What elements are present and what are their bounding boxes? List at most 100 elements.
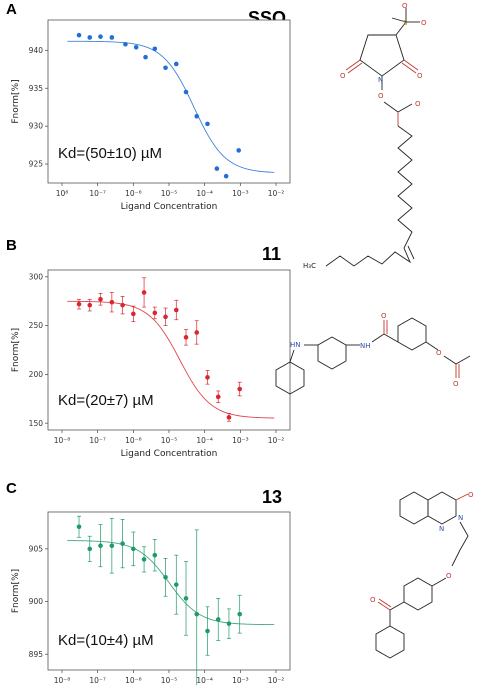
x-tick-label: 10⁻⁵ (161, 436, 178, 445)
y-axis-label: Fnorm[%] (11, 569, 21, 613)
kd-annotation: Kd=(10±4) µM (58, 632, 154, 649)
x-tick-label: 10⁻⁴ (196, 436, 213, 445)
kd-annotation: Kd=(20±7) µM (58, 392, 154, 409)
chart-panel-C: C 13 895 900 905 10⁻⁸ 10⁻⁷ 10⁻⁶ 10⁻⁵ 10⁻⁴ 10⁻³ 10⁻²… (6, 480, 291, 685)
data-point (98, 296, 103, 302)
x-tick-label: 10⁸ (56, 189, 69, 198)
data-point (152, 310, 158, 316)
data-point (98, 543, 103, 549)
data-point (141, 557, 147, 562)
data-point (120, 302, 125, 308)
atom-label: O (381, 312, 387, 320)
data-point (87, 546, 93, 552)
data-point (163, 314, 168, 320)
data-point (223, 173, 229, 179)
data-point (109, 35, 115, 40)
compound-13-structure: O N N O O (370, 491, 474, 659)
data-point (131, 311, 136, 317)
y-tick-label: 935 (29, 84, 44, 93)
x-tick-label: 10⁻⁶ (125, 676, 142, 685)
data-point (237, 386, 243, 392)
data-point (215, 617, 221, 622)
atom-label: O (378, 92, 384, 100)
panel-label: C (6, 480, 17, 497)
x-tick-label: 10⁻⁷ (89, 676, 106, 685)
data-point (163, 575, 168, 580)
data-point (109, 299, 115, 305)
x-tick-label: 10⁻⁸ (54, 676, 71, 685)
atom-label: N (439, 525, 444, 533)
plot-area (47, 511, 291, 671)
data-point (173, 582, 179, 587)
x-tick-label: 10⁻³ (232, 436, 249, 445)
x-tick-label: 10⁻⁶ (125, 189, 142, 198)
x-tick-label: 10⁻⁵ (161, 189, 178, 198)
data-point (205, 375, 210, 380)
x-tick-label: 10⁻² (268, 436, 285, 445)
x-tick-label: 10⁻⁶ (125, 436, 142, 445)
atom-label: O (370, 596, 376, 604)
y-tick-label: 250 (29, 321, 44, 330)
data-point (141, 290, 147, 295)
x-tick-label: 10⁻⁸ (54, 436, 71, 445)
data-point (123, 41, 128, 47)
compound-label: 11 (262, 244, 281, 264)
y-axis-label: Fnorm[%] (11, 79, 21, 123)
data-point (215, 394, 221, 400)
data-point (205, 121, 210, 127)
data-point (152, 552, 158, 558)
y-tick-label: 900 (29, 597, 44, 606)
data-point (237, 611, 243, 617)
fit-curve (67, 40, 275, 173)
data-point (214, 166, 220, 171)
data-point (236, 148, 242, 153)
data-point (131, 546, 136, 552)
y-tick-label: 930 (29, 122, 44, 131)
panel-label: B (6, 237, 17, 254)
data-point (120, 541, 125, 546)
y-axis-label: Fnorm[%] (11, 328, 21, 372)
y-tick-label: 150 (29, 419, 44, 428)
y-tick-label: 300 (29, 272, 44, 281)
x-axis-label: Ligand Concentration (121, 449, 218, 459)
data-point (76, 524, 82, 530)
data-point (76, 301, 82, 307)
x-tick-label: 10⁻³ (232, 676, 249, 685)
x-tick-label: 10⁻⁵ (161, 676, 178, 685)
atom-label: O (340, 72, 346, 80)
atom-label: N (458, 514, 463, 522)
data-point (194, 611, 200, 617)
panel-label: A (6, 1, 17, 18)
atom-label: O (402, 2, 408, 10)
x-tick-label: 10⁻³ (232, 189, 249, 198)
data-point (87, 302, 93, 308)
data-point (183, 335, 189, 340)
data-point (98, 34, 103, 39)
compound-11-structure: HN NH O O O (275, 312, 471, 395)
data-point (163, 65, 168, 71)
y-tick-label: 905 (29, 544, 44, 553)
chart-panel-B: B 11 150 200 250 300 10⁻⁸ 10⁻⁷ 10⁻⁶ 10⁻⁵ 10⁻⁴ 10⁻³ 1… (6, 237, 291, 459)
x-tick-label: 10⁻⁷ (89, 189, 106, 198)
x-axis-label: Ligand Concentration (121, 202, 218, 212)
data-point (109, 543, 115, 549)
y-tick-label: 940 (29, 46, 44, 55)
atom-label: O (421, 19, 427, 27)
sso-structure: S O O O O N O O H₃C (303, 2, 427, 270)
atom-label: S (403, 19, 408, 27)
data-point (194, 113, 200, 119)
y-tick-label: 200 (29, 370, 44, 379)
data-point (133, 44, 139, 50)
atom-label: HN (290, 341, 301, 349)
plot-area (47, 19, 291, 184)
data-point (152, 46, 158, 52)
data-point (183, 596, 189, 601)
data-point (205, 628, 210, 634)
data-point (183, 89, 189, 95)
atom-label: O (468, 491, 474, 499)
x-tick-label: 10⁻⁴ (196, 189, 213, 198)
atom-label: N (378, 76, 383, 84)
atom-label: NH (360, 342, 371, 350)
x-tick-label: 10⁻⁴ (196, 676, 213, 685)
